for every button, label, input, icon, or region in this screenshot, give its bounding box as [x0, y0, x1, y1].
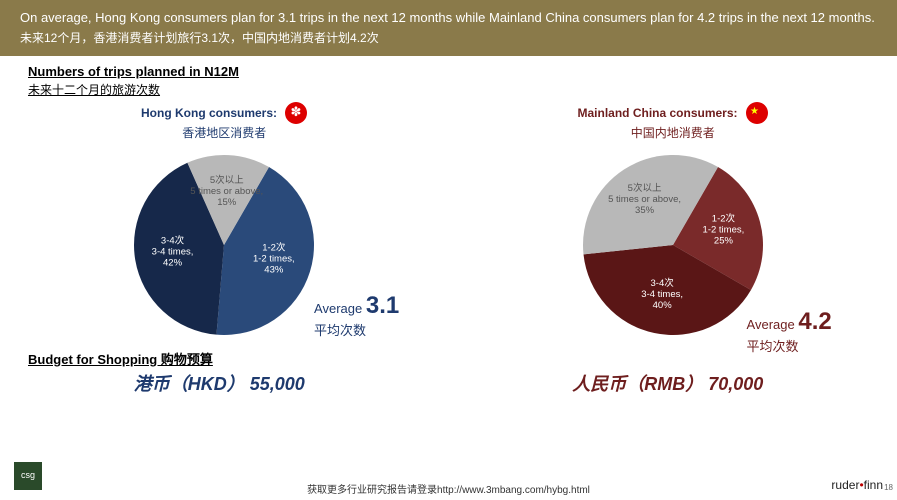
slice-label: 42% — [163, 258, 183, 269]
subtitle-cn: 未来十二个月的旅游次数 — [28, 81, 897, 98]
budget-row: 港币（HKD） 55,000 人民币（RMB） 70,000 — [0, 370, 897, 396]
slice-label: 43% — [265, 265, 285, 276]
avg-label: Average — [747, 317, 795, 332]
footer-text: 获取更多行业研究报告请登录http://www.3mbang.com/hybg.… — [0, 481, 897, 496]
slice-label: 1-2 times, — [253, 254, 295, 265]
avg-cn: 平均次数 — [314, 320, 399, 339]
hk-title-en: Hong Kong consumers: — [141, 106, 277, 120]
header-en: On average, Hong Kong consumers plan for… — [20, 10, 877, 27]
slice-label: 5次以上 — [627, 182, 661, 194]
avg-cn: 平均次数 — [747, 336, 832, 355]
hk-pie: 1-2次1-2 times,43% 3-4次3-4 times,42% 5次以上5 … — [109, 145, 339, 345]
slice-label: 1-2 times, — [702, 224, 744, 235]
hk-title-cn: 香港地区消费者 — [27, 124, 422, 141]
slice-label: 3-4次 — [161, 235, 185, 247]
slice-label: 1-2次 — [712, 212, 736, 224]
slice-label: 15% — [217, 197, 237, 208]
avg-label: Average — [314, 301, 362, 316]
budget-cn: 人民币（RMB） 70,000 — [572, 370, 763, 396]
cn-column: Mainland China consumers: 中国内地消费者 1-2次1-… — [475, 102, 870, 345]
cn-pie: 1-2次1-2 times,25% 3-4次3-4 times,40% 5次以上5 … — [558, 145, 788, 345]
slice-label: 1-2次 — [262, 242, 286, 254]
hk-flag-icon — [285, 102, 307, 124]
slice-label: 35% — [635, 205, 655, 216]
hk-average: Average 3.1 平均次数 — [314, 292, 399, 339]
cn-average: Average 4.2 平均次数 — [747, 308, 832, 355]
avg-num: 4.2 — [798, 308, 831, 335]
subtitle-en: Numbers of trips planned in N12M — [28, 64, 897, 79]
slice-label: 5次以上 — [210, 174, 244, 186]
cn-title-cn: 中国内地消费者 — [475, 124, 870, 141]
cn-title-en: Mainland China consumers: — [578, 106, 738, 120]
slice-label: 5 times or above, — [608, 194, 681, 205]
avg-num: 3.1 — [366, 292, 399, 319]
cn-flag-icon — [746, 102, 768, 124]
header-cn: 未来12个月，香港消费者计划旅行3.1次，中国内地消费者计划4.2次 — [20, 29, 877, 46]
slice-label: 40% — [652, 300, 672, 311]
hk-column: Hong Kong consumers: 香港地区消费者 1-2次1-2 tim… — [27, 102, 422, 345]
charts-row: Hong Kong consumers: 香港地区消费者 1-2次1-2 tim… — [0, 102, 897, 345]
budget-hk: 港币（HKD） 55,000 — [134, 370, 305, 396]
slice-label: 3-4 times, — [641, 289, 683, 300]
header-banner: On average, Hong Kong consumers plan for… — [0, 0, 897, 56]
slice-label: 25% — [714, 235, 734, 246]
slice-label: 3-4 times, — [152, 247, 194, 258]
slice-label: 3-4次 — [650, 277, 674, 289]
slice-label: 5 times or above, — [191, 186, 264, 197]
